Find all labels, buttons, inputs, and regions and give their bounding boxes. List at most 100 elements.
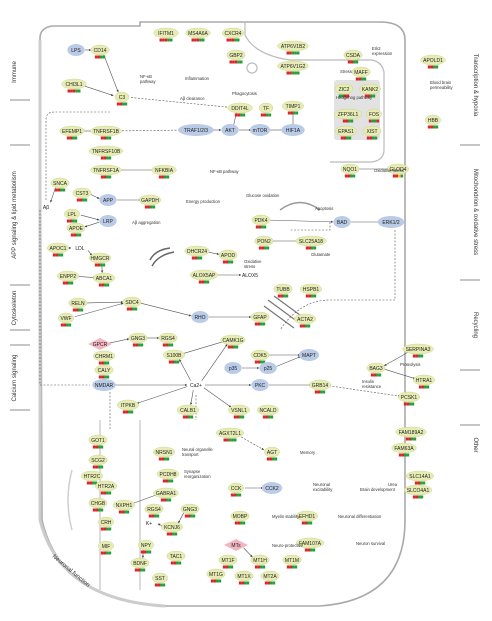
expression-bar: [295, 111, 299, 115]
gene-label: ZIC2: [339, 87, 350, 93]
gene-itpkb: ITPKB: [117, 399, 139, 414]
gene-label: GFAP: [253, 315, 267, 321]
expression-bar: [409, 402, 412, 406]
expression-bar: [144, 205, 148, 209]
gene-hmgcr: HMGCR: [89, 252, 111, 267]
expression-bar: [52, 253, 56, 257]
edge-chi3l1-to-c3: [82, 85, 114, 97]
expression-bar: [122, 102, 125, 106]
process-label-urea: Urea: [388, 482, 398, 487]
expression-bar: [152, 205, 156, 209]
gene-slco4a1: SLCO4A1: [403, 484, 433, 499]
gene-label: FAM107A: [299, 541, 322, 547]
expression-bar: [102, 55, 106, 59]
expression-bar: [374, 119, 377, 123]
expression-bar: [69, 136, 72, 140]
gene-agt: AGT: [264, 446, 280, 461]
expression-bar: [80, 308, 84, 312]
gene-label: FAM189A2: [399, 430, 424, 436]
mitochondrion: [279, 201, 321, 211]
gene-lrp: LRP: [99, 215, 117, 227]
gene-fam189a2: FAM189A2: [395, 426, 427, 441]
expression-bar: [190, 415, 194, 419]
expression-bar: [228, 565, 231, 569]
gene-label: MT2A: [263, 574, 277, 580]
expression-bar: [100, 55, 103, 59]
gene-label: PCDH8: [160, 472, 177, 478]
category-immune: Immune: [12, 61, 18, 83]
expression-bar: [170, 561, 174, 565]
gene-htr2c: HTR2C: [81, 470, 103, 485]
expression-bar: [378, 373, 382, 377]
gene-caly: CALY: [94, 364, 114, 379]
gene-vsnl1: VSNL1: [228, 404, 250, 419]
expression-bar: [346, 136, 349, 140]
expression-bar: [241, 415, 245, 419]
expression-bar: [274, 457, 278, 461]
expression-bar: [97, 263, 100, 267]
gene-label: RHO: [194, 315, 205, 321]
expression-bar: [230, 345, 233, 349]
expression-bar: [167, 38, 170, 42]
expression-bar: [286, 71, 290, 75]
gene-label: CST3: [76, 191, 89, 197]
expression-bar: [70, 89, 73, 93]
expression-bar: [119, 102, 122, 106]
process-label-phagocytosis: Phagocytosis: [232, 91, 257, 96]
gene-label: C3: [119, 95, 126, 101]
expression-bar: [265, 415, 268, 419]
gene-cdk5: CDK5: [250, 349, 270, 364]
expression-bar: [344, 94, 347, 98]
gene-label: FAM63A: [394, 446, 414, 452]
expression-bar: [258, 246, 262, 250]
gene-label: RGS4: [147, 507, 161, 513]
process-label-apoptosis: Apoptosis: [315, 206, 333, 211]
expression-bar: [60, 188, 63, 192]
gene-label: TIMP1: [286, 104, 301, 110]
expression-bar: [263, 113, 266, 117]
expression-bar: [158, 457, 162, 461]
gene-kcnj6: KCNJ6: [161, 521, 183, 536]
gene-label: mTOR: [253, 128, 268, 134]
expression-bar: [166, 457, 170, 461]
expression-bar: [63, 323, 66, 327]
expression-bar: [176, 561, 179, 565]
gene-label: CHGB: [91, 501, 106, 507]
expression-bar: [121, 510, 124, 514]
gene-ms4a6a: MS4A6A: [185, 27, 211, 42]
gene-ifitm1: IFITM1: [153, 27, 179, 42]
expression-bar: [100, 491, 104, 495]
expression-bar: [201, 38, 205, 42]
expression-bar: [260, 322, 263, 326]
process-label-excitability: Neuronal excitability: [313, 482, 333, 492]
expression-bar: [116, 102, 120, 106]
gene-mt1f: MT1F: [218, 554, 238, 569]
expression-bar: [168, 479, 171, 483]
expression-bar: [106, 375, 110, 379]
expression-bar: [66, 136, 70, 140]
expression-bar: [122, 410, 126, 414]
routed-connector-2: [290, 222, 331, 231]
expression-bar: [366, 136, 370, 140]
gene-label: MIF: [102, 544, 111, 550]
expression-bar: [233, 493, 236, 497]
expression-bar: [277, 294, 281, 298]
expression-bar: [257, 360, 260, 364]
gene-label: Aβ: [43, 205, 49, 211]
expression-bar: [164, 38, 168, 42]
gene-label: CAMK1G: [222, 338, 243, 344]
expression-bar: [75, 89, 78, 93]
expression-bar: [106, 527, 109, 531]
expression-bar: [157, 583, 160, 587]
expression-bar: [308, 246, 311, 250]
expression-bar: [296, 51, 300, 55]
gene-label: APOE: [69, 226, 84, 232]
gene-tnfrsf1b: TNFRSF1B: [90, 125, 122, 140]
expression-bar: [244, 581, 247, 585]
gene-label: MT1G: [209, 572, 223, 578]
expression-bar: [100, 175, 104, 179]
gene-label: MOBP: [233, 514, 248, 520]
expression-bar: [156, 514, 160, 518]
expression-bar: [160, 498, 164, 502]
expression-bar: [228, 260, 231, 264]
